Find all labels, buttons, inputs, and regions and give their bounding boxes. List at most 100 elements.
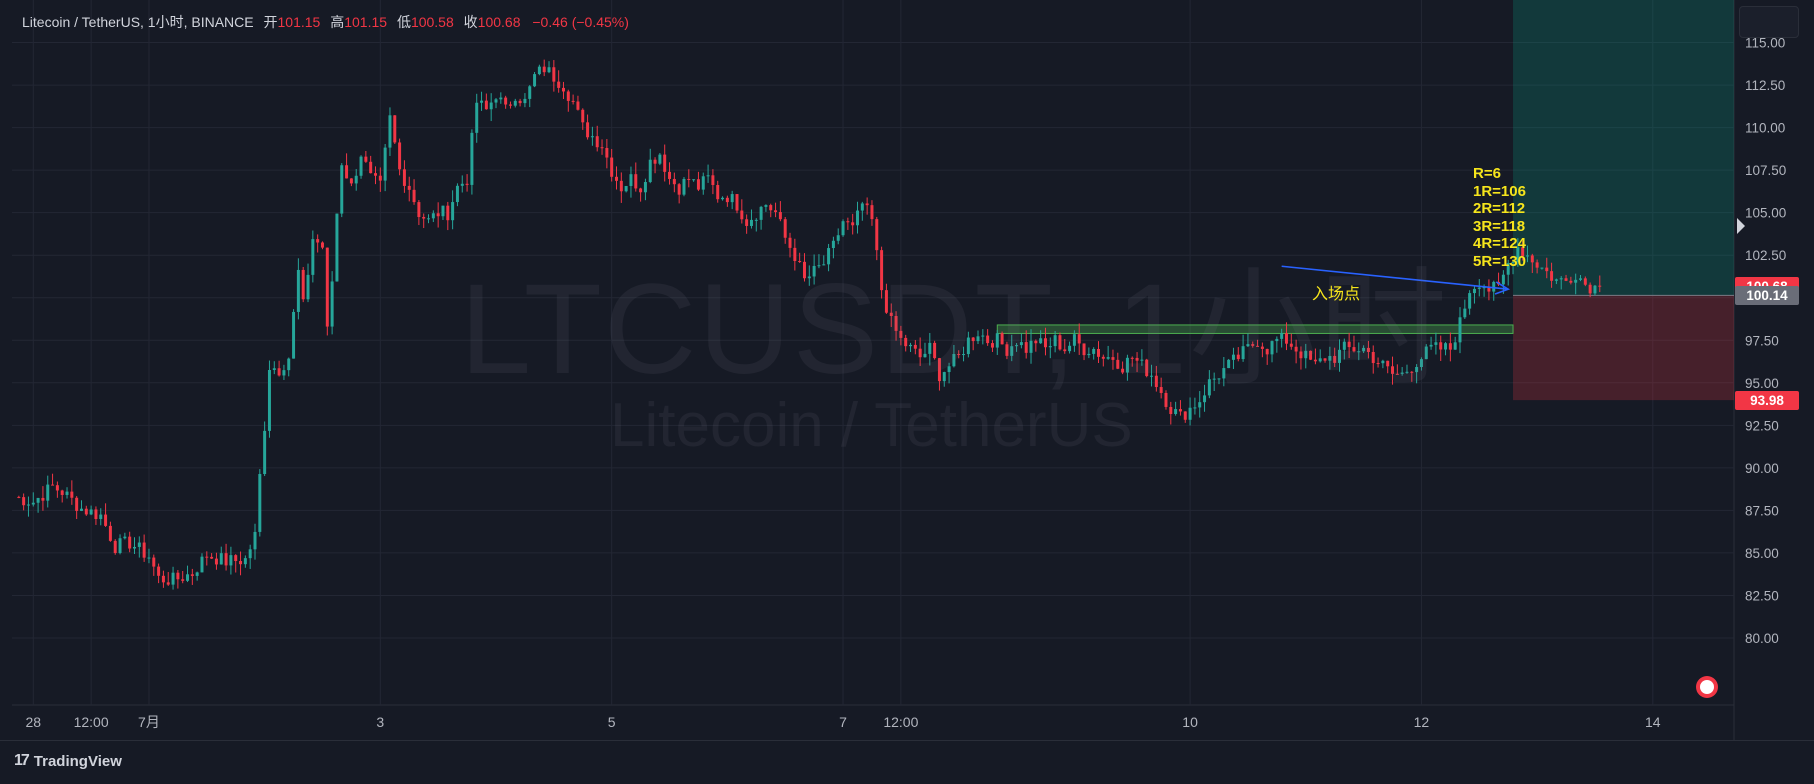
candle-body [889, 312, 893, 317]
candle-body [557, 81, 561, 88]
candle-body [84, 508, 88, 515]
candle-body [716, 185, 720, 200]
candle-body [1434, 342, 1438, 345]
candle-body [947, 366, 951, 373]
candle-body [1174, 409, 1178, 415]
candle-body [320, 242, 324, 248]
tradingview-logo[interactable]: 17 TradingView [14, 752, 122, 770]
candle-body [46, 484, 50, 501]
candle-body [687, 178, 691, 180]
candle-body [966, 337, 970, 355]
candle-body [1029, 340, 1033, 353]
candle-body [1400, 372, 1404, 374]
candle-body [1550, 271, 1554, 281]
top-right-button[interactable] [1739, 6, 1799, 38]
candle-body [1333, 355, 1337, 363]
r-line: 1R=106 [1473, 182, 1526, 200]
candle-body [581, 109, 585, 123]
candle-body [1058, 335, 1062, 350]
candle-body [142, 542, 146, 558]
price-axis-panel [1734, 0, 1814, 740]
candle-body [1366, 347, 1370, 352]
candle-body [682, 178, 686, 195]
candle-body [764, 205, 768, 207]
candle-body [1453, 342, 1457, 350]
candle-body [610, 157, 614, 177]
candle-body [754, 219, 758, 221]
candle-body [480, 100, 484, 103]
candle-body [561, 87, 565, 92]
candle-body [128, 536, 132, 549]
candle-body [566, 91, 570, 101]
candle-body [793, 247, 797, 262]
candle-body [340, 165, 344, 214]
candle-body [253, 531, 257, 550]
candle-body [1545, 267, 1549, 272]
low-label: 低 [396, 14, 411, 30]
candle-body [1077, 334, 1081, 344]
candle-body [1487, 287, 1491, 292]
candle-body [292, 311, 296, 359]
candle-body [1116, 359, 1120, 369]
candle-body [1468, 293, 1472, 309]
candle-body [431, 213, 435, 219]
candle-body [981, 335, 985, 337]
candle-body [499, 97, 503, 100]
high-value: 101.15 [344, 14, 388, 30]
candle-body [1391, 366, 1395, 374]
candle-body [1183, 411, 1187, 420]
candle-body [1212, 378, 1216, 380]
candle-body [484, 100, 488, 110]
candle-body [1068, 345, 1072, 352]
candle-body [60, 490, 64, 495]
brand-name: TradingView [33, 752, 122, 770]
candle-body [1188, 407, 1192, 420]
candle-body [971, 337, 975, 342]
candle-body [1154, 375, 1158, 388]
candle-body [1511, 262, 1515, 264]
candle-body [1043, 338, 1047, 348]
footer-bar [0, 740, 1814, 784]
candle-body [1140, 359, 1144, 361]
candle-body [1256, 345, 1260, 347]
candle-body [267, 370, 271, 431]
price-tag-entry: 100.14 [1735, 285, 1799, 305]
candle-body [65, 491, 69, 495]
y-tick-label: 85.00 [1745, 546, 1779, 561]
candle-body [1010, 346, 1014, 356]
candle-body [427, 218, 431, 220]
candle-body [383, 147, 387, 181]
candle-body [345, 165, 349, 179]
candle-body [1097, 348, 1100, 357]
symbol-title[interactable]: Litecoin / TetherUS, 1小时, BINANCE [22, 14, 254, 30]
candle-body [1270, 341, 1274, 355]
candle-body [1145, 359, 1149, 377]
high-label: 高 [330, 14, 345, 30]
candle-body [769, 205, 773, 211]
candle-body [1164, 392, 1168, 407]
candle-body [735, 194, 739, 211]
candle-body [378, 175, 382, 181]
entry-point-label[interactable]: 入场点 [1312, 286, 1361, 303]
candle-body [248, 549, 252, 559]
candle-body [899, 330, 903, 338]
candle-body [1598, 285, 1602, 287]
candle-body [1362, 347, 1366, 352]
x-tick-label: 7月 [138, 714, 160, 730]
candle-body [374, 173, 377, 176]
close-value: 100.68 [477, 14, 521, 30]
candle-body [1559, 278, 1563, 280]
candle-body [533, 74, 537, 87]
y-tick-label: 90.00 [1745, 461, 1779, 476]
candle-body [1376, 363, 1380, 365]
candle-body [639, 188, 643, 193]
candle-body [798, 261, 802, 263]
r-line: 4R=124 [1473, 235, 1526, 253]
candle-body [1005, 344, 1009, 356]
candle-body [166, 582, 170, 585]
candle-body [957, 354, 961, 356]
candle-body [1429, 344, 1433, 347]
candle-body [489, 102, 493, 110]
r-line: 3R=118 [1473, 217, 1526, 235]
